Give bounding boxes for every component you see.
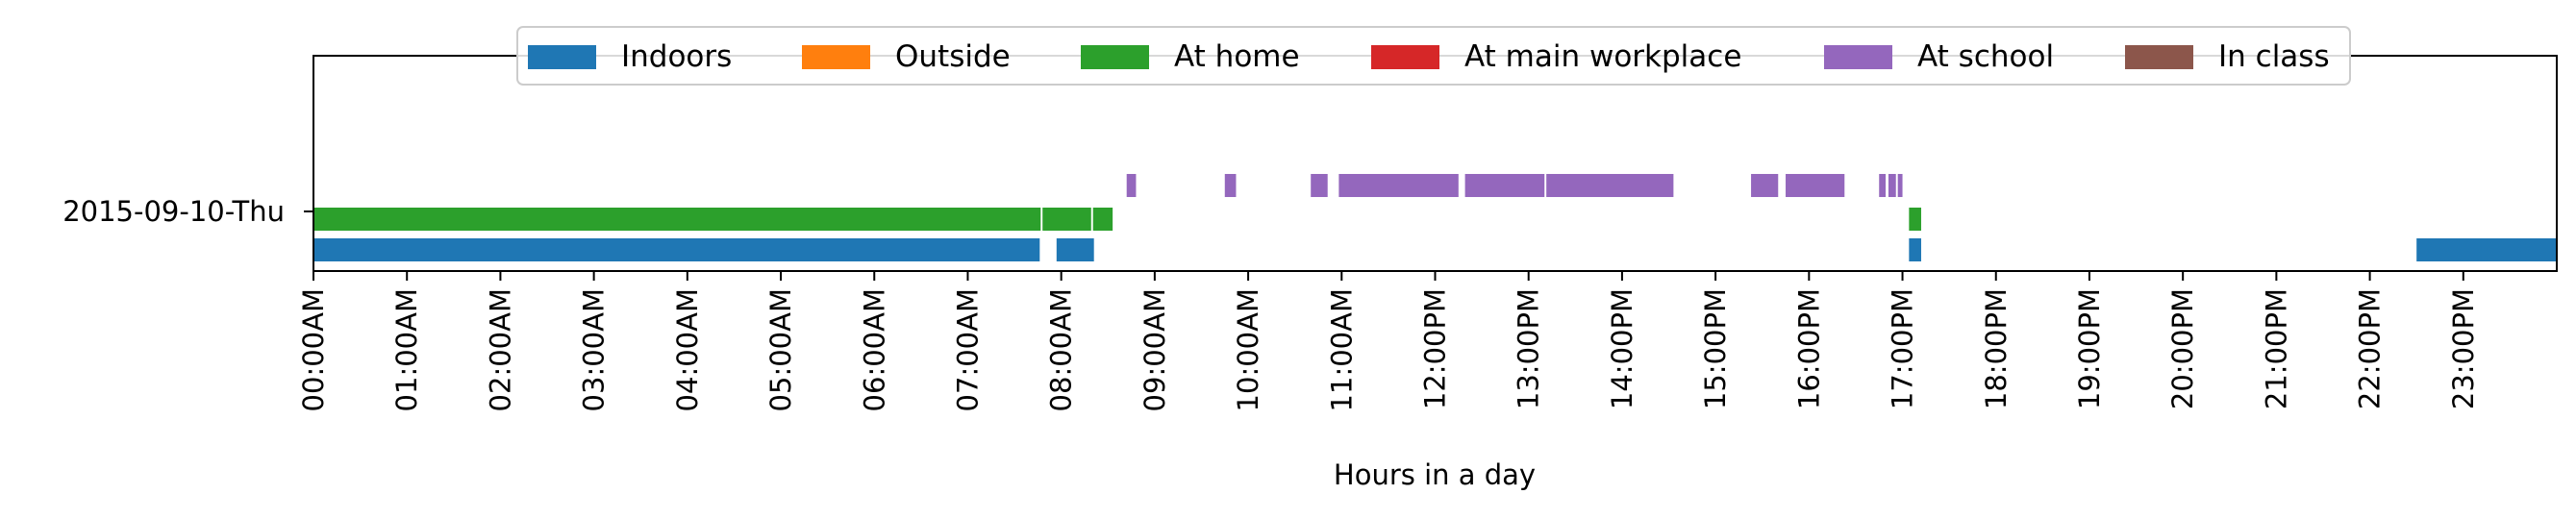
legend-swatch xyxy=(528,45,596,69)
legend-label: At main workplace xyxy=(1464,39,1741,74)
bar-at-school xyxy=(1879,174,1887,197)
x-tick-label: 09:00AM xyxy=(1138,288,1171,411)
bar-indoors xyxy=(2416,238,2557,261)
x-tick-label: 05:00AM xyxy=(764,288,797,411)
legend-swatch xyxy=(2125,45,2193,69)
bar-at-school xyxy=(1224,174,1237,197)
legend: Indoors Outside At home At main workplace At… xyxy=(516,26,2351,86)
x-tick-label: 07:00AM xyxy=(951,288,984,411)
bar-at-school xyxy=(1464,174,1545,197)
legend-label: At home xyxy=(1174,39,1300,74)
x-tick-label: 13:00PM xyxy=(1513,288,1545,409)
x-tick-label: 04:00AM xyxy=(671,288,704,411)
bar-at-home xyxy=(313,208,1041,231)
x-tick-label: 06:00AM xyxy=(858,288,890,411)
x-tick-label: 18:00PM xyxy=(1980,288,2013,409)
bar-at-home xyxy=(1042,208,1091,231)
x-tick-label: 14:00PM xyxy=(1606,288,1638,409)
x-axis: 00:00AM 01:00AM 02:00AM 03:00AM 04:00AM 05:00… xyxy=(297,271,2480,411)
legend-label: Indoors xyxy=(621,39,732,74)
bar-at-school xyxy=(1751,174,1779,197)
x-axis-title: Hours in a day xyxy=(1334,458,1536,491)
bar-at-home xyxy=(1909,208,1921,231)
x-tick-label: 23:00PM xyxy=(2447,288,2480,409)
x-tick-label: 10:00AM xyxy=(1232,288,1264,411)
x-tick-label: 12:00PM xyxy=(1419,288,1452,409)
y-axis: 2015-09-10-Thu xyxy=(63,195,313,228)
legend-swatch xyxy=(1081,45,1149,69)
bar-at-school xyxy=(1897,174,1903,197)
bar-at-school xyxy=(1126,174,1137,197)
legend-label: In class xyxy=(2218,39,2330,74)
plot-area xyxy=(313,56,2557,271)
x-tick-label: 02:00AM xyxy=(484,288,516,411)
x-tick-label: 15:00PM xyxy=(1699,288,1732,409)
legend-swatch xyxy=(802,45,870,69)
bar-at-school xyxy=(1338,174,1459,197)
x-tick-label: 17:00PM xyxy=(1887,288,1919,409)
bar-at-school xyxy=(1786,174,1845,197)
x-tick-label: 03:00AM xyxy=(578,288,611,411)
legend-label: At school xyxy=(1917,39,2054,74)
x-tick-label: 20:00PM xyxy=(2166,288,2199,409)
legend-label: Outside xyxy=(895,39,1011,74)
y-tick-label: 2015-09-10-Thu xyxy=(63,195,285,228)
x-tick-label: 01:00AM xyxy=(390,288,423,411)
x-tick-label: 08:00AM xyxy=(1045,288,1078,411)
bar-at-school xyxy=(1888,174,1896,197)
bar-indoors xyxy=(313,238,1040,261)
activity-bars xyxy=(313,174,2557,261)
legend-swatch xyxy=(1371,45,1439,69)
bar-at-school xyxy=(1546,174,1674,197)
x-tick-label: 21:00PM xyxy=(2260,288,2292,409)
bar-indoors xyxy=(1056,238,1094,261)
x-tick-label: 16:00PM xyxy=(1792,288,1825,409)
x-tick-label: 00:00AM xyxy=(297,288,330,411)
bar-at-school xyxy=(1311,174,1328,197)
x-tick-label: 22:00PM xyxy=(2354,288,2387,409)
bar-indoors xyxy=(1909,238,1921,261)
legend-swatch xyxy=(1824,45,1892,69)
x-tick-label: 11:00AM xyxy=(1325,288,1358,411)
x-tick-label: 19:00PM xyxy=(2073,288,2106,409)
bar-at-home xyxy=(1092,208,1113,231)
